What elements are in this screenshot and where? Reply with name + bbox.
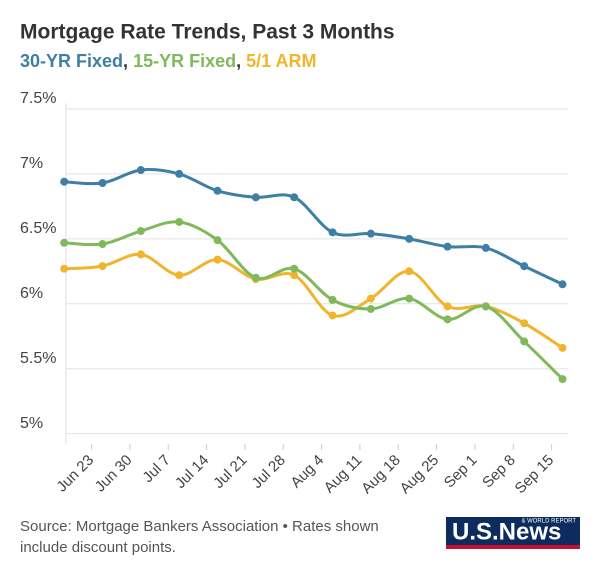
data-point bbox=[60, 177, 69, 186]
data-point bbox=[558, 280, 567, 289]
legend-entry: 15-YR Fixed bbox=[133, 51, 236, 71]
data-point bbox=[520, 337, 529, 346]
data-point bbox=[175, 169, 184, 178]
data-point bbox=[520, 319, 529, 328]
data-point bbox=[175, 271, 184, 280]
series-line bbox=[64, 252, 564, 350]
data-point bbox=[481, 302, 490, 311]
legend-entry: 30-YR Fixed bbox=[20, 51, 123, 71]
y-tick-label: 7.5% bbox=[20, 90, 56, 107]
logo-main: U.S.News bbox=[452, 518, 561, 545]
data-point bbox=[405, 234, 414, 243]
data-point bbox=[136, 166, 145, 175]
data-point bbox=[98, 179, 107, 188]
data-point bbox=[558, 343, 567, 352]
data-point bbox=[366, 294, 375, 303]
x-tick-label: Aug 18 bbox=[358, 452, 404, 498]
data-point bbox=[136, 250, 145, 259]
chart-title: Mortgage Rate Trends, Past 3 Months bbox=[20, 21, 395, 44]
data-point bbox=[328, 228, 337, 237]
x-tick-label: Jul 28 bbox=[249, 452, 289, 492]
series-line bbox=[64, 168, 564, 286]
data-point bbox=[251, 193, 260, 202]
data-point bbox=[213, 186, 222, 195]
grid bbox=[65, 103, 568, 444]
logo-bar bbox=[446, 545, 580, 549]
y-tick-label: 5.5% bbox=[20, 350, 56, 367]
data-point bbox=[251, 273, 260, 282]
x-tick-label: Jun 23 bbox=[53, 452, 97, 496]
legend-separator: , bbox=[236, 51, 246, 71]
legend-separator: , bbox=[123, 51, 133, 71]
data-point bbox=[405, 294, 414, 303]
logo-sub: & WORLD REPORT bbox=[521, 519, 576, 525]
data-point bbox=[366, 229, 375, 238]
data-point bbox=[328, 295, 337, 304]
data-point bbox=[213, 236, 222, 245]
logo-box bbox=[446, 517, 580, 545]
x-tick-label: Aug 11 bbox=[321, 452, 366, 497]
data-point bbox=[366, 304, 375, 313]
legend-entry: 5/1 ARM bbox=[246, 51, 316, 71]
x-tick-label: Jul 14 bbox=[172, 452, 212, 492]
data-point bbox=[405, 267, 414, 276]
data-point bbox=[481, 243, 490, 252]
data-point bbox=[290, 193, 299, 202]
data-point bbox=[98, 262, 107, 271]
data-point bbox=[290, 271, 299, 280]
x-tick-label: Jun 30 bbox=[92, 452, 136, 496]
data-point bbox=[136, 227, 145, 236]
logo: U.S.News & WORLD REPORT bbox=[446, 517, 580, 549]
x-tick-label: Sep 15 bbox=[512, 452, 558, 498]
data-point bbox=[443, 302, 452, 311]
data-point bbox=[98, 240, 107, 249]
y-tick-label: 6% bbox=[20, 285, 43, 302]
legend: 30-YR Fixed, 15-YR Fixed, 5/1 ARM bbox=[20, 51, 316, 71]
data-point bbox=[443, 315, 452, 324]
data-point bbox=[520, 262, 529, 271]
x-tick-label: Sep 1 bbox=[441, 452, 481, 492]
data-point bbox=[175, 217, 184, 226]
data-point bbox=[60, 264, 69, 273]
y-tick-label: 5% bbox=[20, 415, 43, 432]
data-point bbox=[290, 264, 299, 273]
x-tick-label: Jul 21 bbox=[210, 452, 250, 492]
data-point bbox=[213, 255, 222, 264]
data-point bbox=[60, 238, 69, 247]
data-point bbox=[443, 242, 452, 251]
x-tick-label: Aug 25 bbox=[397, 452, 443, 498]
data-point bbox=[328, 311, 337, 320]
source-note: Source: Mortgage Bankers Association • R… bbox=[20, 518, 379, 556]
data-point bbox=[558, 375, 567, 384]
y-tick-label: 6.5% bbox=[20, 220, 56, 237]
x-tick-label: Jul 7 bbox=[139, 452, 173, 486]
y-tick-label: 7% bbox=[20, 155, 43, 172]
